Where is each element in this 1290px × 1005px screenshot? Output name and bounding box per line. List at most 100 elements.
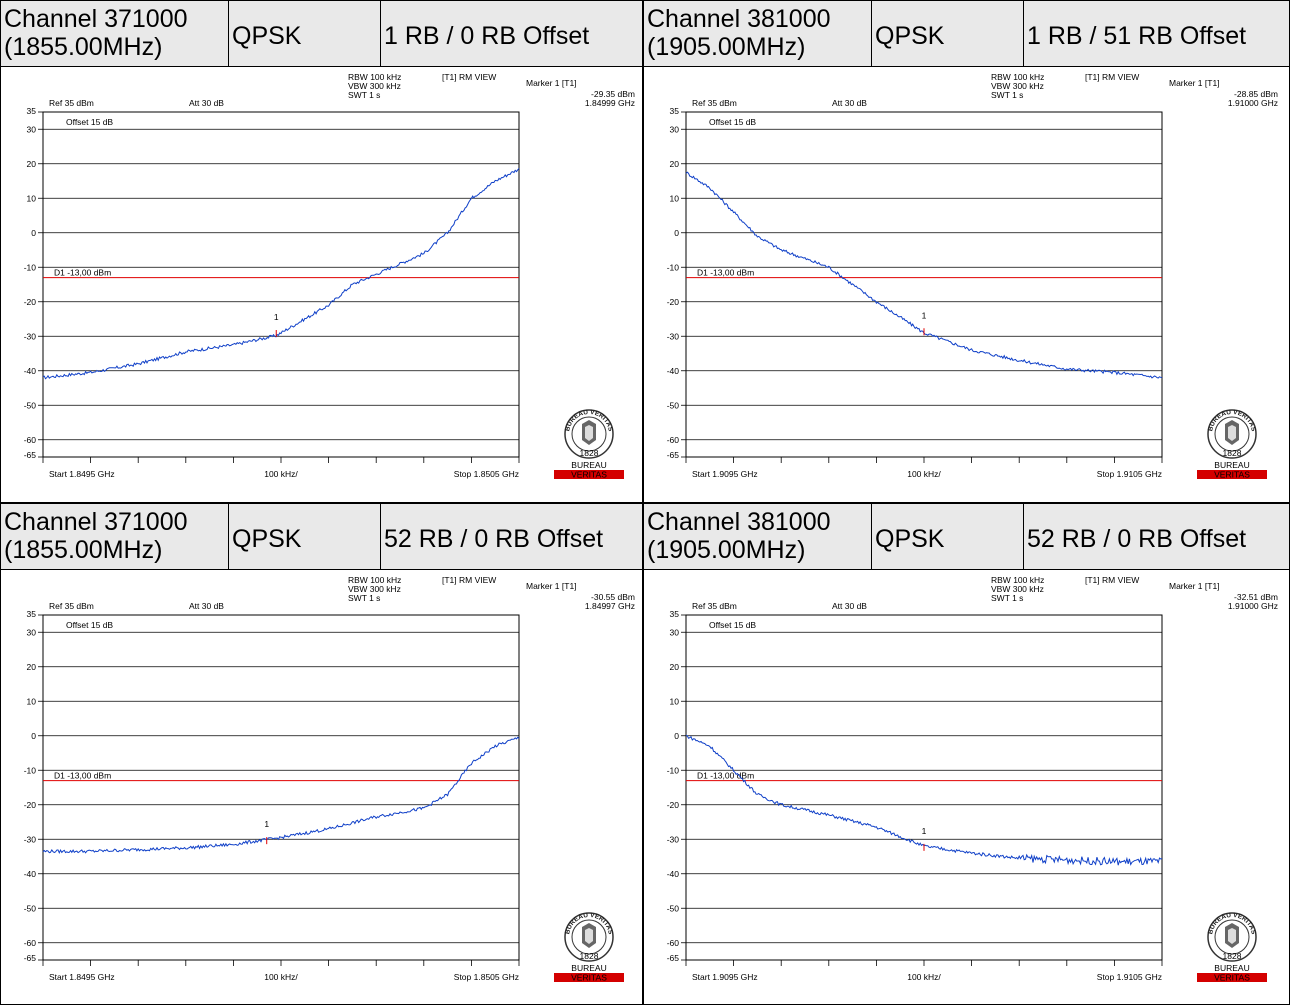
swt-label: SWT 1 s (991, 90, 1023, 100)
trace-mode: [T1] RM VIEW (1085, 575, 1139, 585)
channel-frequency: (1905.00MHz) (647, 33, 806, 61)
marker-level: -30.55 dBm (591, 592, 635, 602)
y-tick-label: -30 (24, 331, 37, 341)
y-tick-label: -50 (24, 400, 37, 410)
channel-cell: Channel 371000 (1855.00MHz) (0, 503, 229, 570)
y-tick-label: 35 (27, 106, 37, 116)
attenuation: Att 30 dB (189, 601, 224, 611)
marker-frequency: 1.91000 GHz (1228, 601, 1278, 611)
modulation-label: QPSK (875, 525, 945, 553)
stop-frequency: Stop 1.8505 GHz (454, 972, 519, 982)
spectrum-chart: 35 30 20 10 0 -10 -20 -30 -40 -50 -60 -65 D1 -13,00 … (24, 72, 635, 480)
y-tick-label: 20 (670, 662, 680, 672)
modulation-cell: QPSK (228, 0, 381, 67)
marker-1-label: 1 (274, 312, 279, 322)
rb-allocation-cell: 1 RB / 0 RB Offset (380, 0, 643, 67)
y-tick-label: -65 (24, 953, 37, 963)
vbw-label: VBW 300 kHz (348, 584, 401, 594)
y-tick-label: 0 (31, 731, 36, 741)
y-tick-label: 30 (27, 627, 37, 637)
modulation-label: QPSK (232, 22, 302, 50)
marker-frequency: 1.91000 GHz (1228, 98, 1278, 108)
marker-title: Marker 1 [T1] (526, 581, 577, 591)
offset-label: Offset 15 dB (709, 620, 756, 630)
y-tick-label: -10 (24, 765, 37, 775)
channel-cell: Channel 381000 (1905.00MHz) (643, 0, 872, 67)
swt-label: SWT 1 s (348, 90, 380, 100)
span-per-division: 100 kHz/ (264, 469, 298, 479)
logo-word-bureau: BUREAU (1214, 963, 1249, 973)
y-tick-label: 10 (27, 696, 37, 706)
y-tick-label: -60 (24, 938, 37, 948)
vbw-label: VBW 300 kHz (991, 584, 1044, 594)
vbw-label: VBW 300 kHz (991, 81, 1044, 91)
spectrum-plot-cell: 35 30 20 10 0 -10 -20 -30 -40 -50 -60 -65 D1 -13,00 … (0, 66, 643, 503)
rbw-label: RBW 100 kHz (348, 575, 401, 585)
spectrum-chart: 35 30 20 10 0 -10 -20 -30 -40 -50 -60 -65 D1 -13,00 … (667, 575, 1278, 983)
y-tick-label: 0 (674, 228, 679, 238)
marker-title: Marker 1 [T1] (1169, 78, 1220, 88)
vbw-label: VBW 300 kHz (348, 81, 401, 91)
y-tick-label: -20 (24, 800, 37, 810)
y-tick-label: -10 (24, 262, 37, 272)
start-frequency: Start 1.9095 GHz (692, 972, 758, 982)
stop-frequency: Stop 1.9105 GHz (1097, 469, 1162, 479)
y-tick-label: 20 (27, 159, 37, 169)
y-tick-label: 10 (670, 193, 680, 203)
y-tick-label: 35 (27, 609, 37, 619)
channel-frequency: (1855.00MHz) (4, 33, 163, 61)
y-tick-label: -65 (667, 450, 680, 460)
y-tick-label: -40 (667, 366, 680, 376)
attenuation: Att 30 dB (832, 601, 867, 611)
channel-cell: Channel 371000 (1855.00MHz) (0, 0, 229, 67)
modulation-label: QPSK (232, 525, 302, 553)
y-tick-label: -60 (667, 938, 680, 948)
stop-frequency: Stop 1.8505 GHz (454, 469, 519, 479)
spectrum-plot-cell: 35 30 20 10 0 -10 -20 -30 -40 -50 -60 -65 D1 -13,00 … (0, 569, 643, 1005)
marker-frequency: 1.84999 GHz (585, 98, 635, 108)
offset-label: Offset 15 dB (66, 620, 113, 630)
logo-red-band (1197, 973, 1267, 982)
logo-word-bureau: BUREAU (571, 460, 606, 470)
limit-label: D1 -13,00 dBm (697, 268, 754, 278)
marker-1-label: 1 (922, 826, 927, 836)
channel-frequency: (1855.00MHz) (4, 536, 163, 564)
logo-word-veritas: VERITAS (1214, 973, 1250, 983)
y-tick-label: 30 (27, 124, 37, 134)
spectrum-plot-cell: 35 30 20 10 0 -10 -20 -30 -40 -50 -60 -65 D1 -13,00 … (643, 66, 1290, 503)
spectrum-chart: 35 30 20 10 0 -10 -20 -30 -40 -50 -60 -65 D1 -13,00 … (667, 72, 1278, 480)
modulation-cell: QPSK (871, 0, 1024, 67)
marker-level: -29.35 dBm (591, 89, 635, 99)
spectrum-plot-cell: 35 30 20 10 0 -10 -20 -30 -40 -50 -60 -65 D1 -13,00 … (643, 569, 1290, 1005)
rb-allocation-cell: 52 RB / 0 RB Offset (1023, 503, 1290, 570)
y-tick-label: 30 (670, 627, 680, 637)
marker-title: Marker 1 [T1] (526, 78, 577, 88)
spectrum-trace (42, 736, 520, 855)
y-tick-label: -40 (24, 366, 37, 376)
trace-mode: [T1] RM VIEW (442, 575, 496, 585)
y-tick-label: 0 (674, 731, 679, 741)
logo-red-band (554, 973, 624, 982)
modulation-cell: QPSK (871, 503, 1024, 570)
limit-label: D1 -13,00 dBm (54, 771, 111, 781)
y-tick-label: -30 (667, 331, 680, 341)
y-tick-label: 20 (27, 662, 37, 672)
rbw-label: RBW 100 kHz (991, 575, 1044, 585)
marker-1-label: 1 (922, 310, 927, 320)
y-tick-label: -50 (667, 400, 680, 410)
span-per-division: 100 kHz/ (907, 469, 941, 479)
y-tick-label: -60 (667, 435, 680, 445)
y-tick-label: 20 (670, 159, 680, 169)
channel-label: Channel 371000 (4, 508, 188, 536)
y-tick-label: -60 (24, 435, 37, 445)
y-tick-label: 35 (670, 609, 680, 619)
y-tick-label: -20 (667, 800, 680, 810)
y-tick-label: -20 (24, 297, 37, 307)
logo-red-band (554, 470, 624, 479)
span-per-division: 100 kHz/ (907, 972, 941, 982)
marker-frequency: 1.84997 GHz (585, 601, 635, 611)
offset-label: Offset 15 dB (709, 117, 756, 127)
